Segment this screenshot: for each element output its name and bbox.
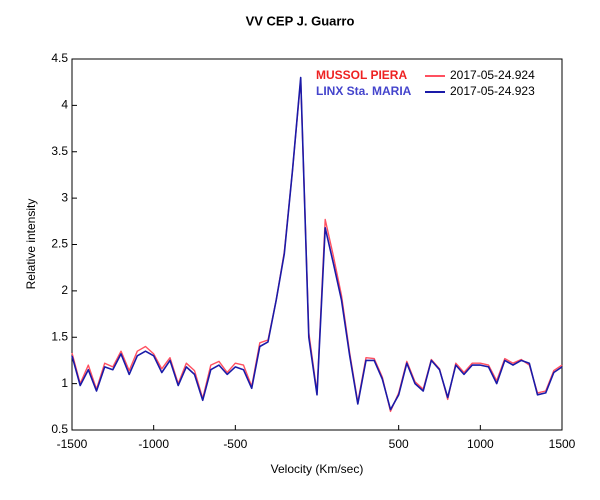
x-tick-label: 500	[389, 437, 409, 451]
y-tick-label: 3	[61, 190, 68, 204]
y-tick-label: 1.5	[51, 329, 68, 343]
legend-label: 2017-05-24.923	[450, 84, 535, 98]
y-tick-label: 4.5	[51, 51, 68, 65]
x-tick-label: 1500	[549, 437, 576, 451]
x-tick-label: -1500	[57, 437, 88, 451]
series-line	[71, 76, 563, 411]
y-tick-label: 3.5	[51, 144, 68, 158]
legend-label: 2017-05-24.924	[450, 68, 535, 82]
x-tick-label: -1000	[138, 437, 169, 451]
x-tick-label: -500	[223, 437, 247, 451]
y-tick-label: 4	[61, 98, 68, 112]
y-tick-label: 2	[61, 283, 68, 297]
annotation: MUSSOL PIERA	[316, 68, 407, 82]
chart-title: VV CEP J. Guarro	[246, 13, 355, 28]
y-tick-label: 1	[61, 376, 68, 390]
y-axis-label: Relative intensity	[24, 199, 38, 290]
x-axis-label: Velocity (Km/sec)	[271, 462, 364, 476]
y-tick-label: 0.5	[51, 422, 68, 436]
x-tick-label: 1000	[467, 437, 494, 451]
annotation: LINX Sta. MARIA	[316, 84, 412, 98]
y-tick-label: 2.5	[51, 237, 68, 251]
